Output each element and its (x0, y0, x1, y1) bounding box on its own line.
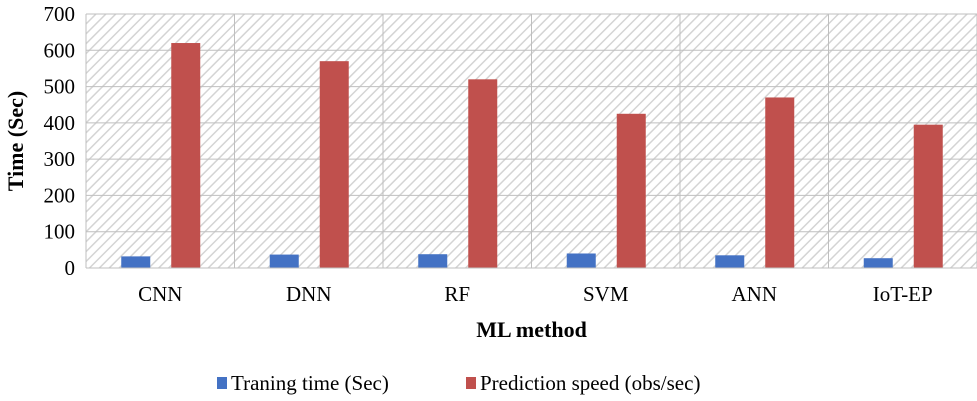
y-tick-label: 400 (44, 111, 76, 135)
training-time-bar-svm (566, 253, 596, 268)
y-tick-label: 500 (44, 75, 76, 99)
training-time-bar-ann (715, 255, 745, 268)
gridlines (85, 13, 977, 269)
training-time-bar-dnn (269, 254, 299, 268)
legend-swatch-training (217, 377, 227, 389)
y-tick-label: 600 (44, 38, 76, 62)
x-tick-label: ANN (732, 282, 778, 306)
training-time-bar-rf (418, 254, 448, 268)
y-tick-label: 100 (44, 220, 76, 244)
legend-label-prediction: Prediction speed (obs/sec) (480, 371, 700, 395)
bars (121, 43, 943, 269)
training-time-bar-iot-ep (863, 258, 893, 268)
y-tick-label: 300 (44, 147, 76, 171)
x-tick-label: SVM (583, 282, 629, 306)
y-tick-label: 200 (44, 183, 76, 207)
legend: Traning time (Sec) Prediction speed (obs… (217, 371, 700, 395)
x-tick-label: RF (444, 282, 470, 306)
x-tick-label: DNN (286, 282, 332, 306)
prediction-speed-bar-ann (765, 97, 795, 268)
y-tick-label: 0 (65, 256, 76, 280)
legend-swatch-prediction (466, 377, 476, 389)
y-tick-label: 700 (44, 2, 76, 26)
prediction-speed-bar-svm (616, 113, 646, 269)
x-tick-label: CNN (138, 282, 182, 306)
legend-label-training: Traning time (Sec) (231, 371, 389, 395)
y-axis-title: Time (Sec) (3, 91, 28, 191)
x-axis-title: ML method (476, 317, 587, 342)
training-time-bar-cnn (121, 256, 151, 268)
prediction-speed-bar-iot-ep (913, 124, 943, 269)
y-axis-ticks: 0 100 200 300 400 500 600 700 (44, 2, 76, 280)
x-axis-ticks: CNN DNN RF SVM ANN IoT-EP (138, 282, 933, 306)
prediction-speed-bar-dnn (319, 61, 349, 268)
prediction-speed-bar-cnn (171, 43, 201, 269)
x-tick-label: IoT-EP (873, 282, 933, 306)
prediction-speed-bar-rf (468, 79, 498, 268)
